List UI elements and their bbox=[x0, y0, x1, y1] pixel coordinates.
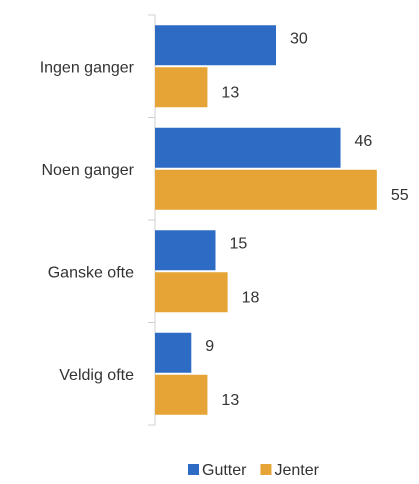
category-label: Noen ganger bbox=[41, 162, 134, 179]
data-label: 46 bbox=[355, 133, 373, 150]
data-label: 13 bbox=[221, 392, 239, 409]
bar bbox=[155, 230, 216, 271]
bar bbox=[155, 332, 192, 373]
legend-swatch bbox=[188, 464, 199, 475]
data-label: 55 bbox=[391, 187, 409, 204]
legend-label: Gutter bbox=[202, 462, 247, 479]
category-label: Veldig ofte bbox=[59, 367, 134, 384]
data-label: 15 bbox=[230, 235, 248, 252]
bar bbox=[155, 67, 208, 108]
category-label: Ingen ganger bbox=[40, 59, 135, 76]
legend-label: Jenter bbox=[274, 462, 319, 479]
data-label: 30 bbox=[290, 30, 308, 47]
legend-swatch bbox=[260, 464, 272, 475]
data-label: 18 bbox=[242, 289, 260, 306]
bar bbox=[155, 374, 208, 415]
bar bbox=[155, 169, 377, 210]
data-label: 9 bbox=[205, 338, 214, 355]
bar bbox=[155, 127, 341, 168]
category-label: Ganske ofte bbox=[48, 264, 134, 281]
bar bbox=[155, 25, 276, 66]
data-label: 13 bbox=[221, 84, 239, 101]
bar bbox=[155, 272, 228, 313]
